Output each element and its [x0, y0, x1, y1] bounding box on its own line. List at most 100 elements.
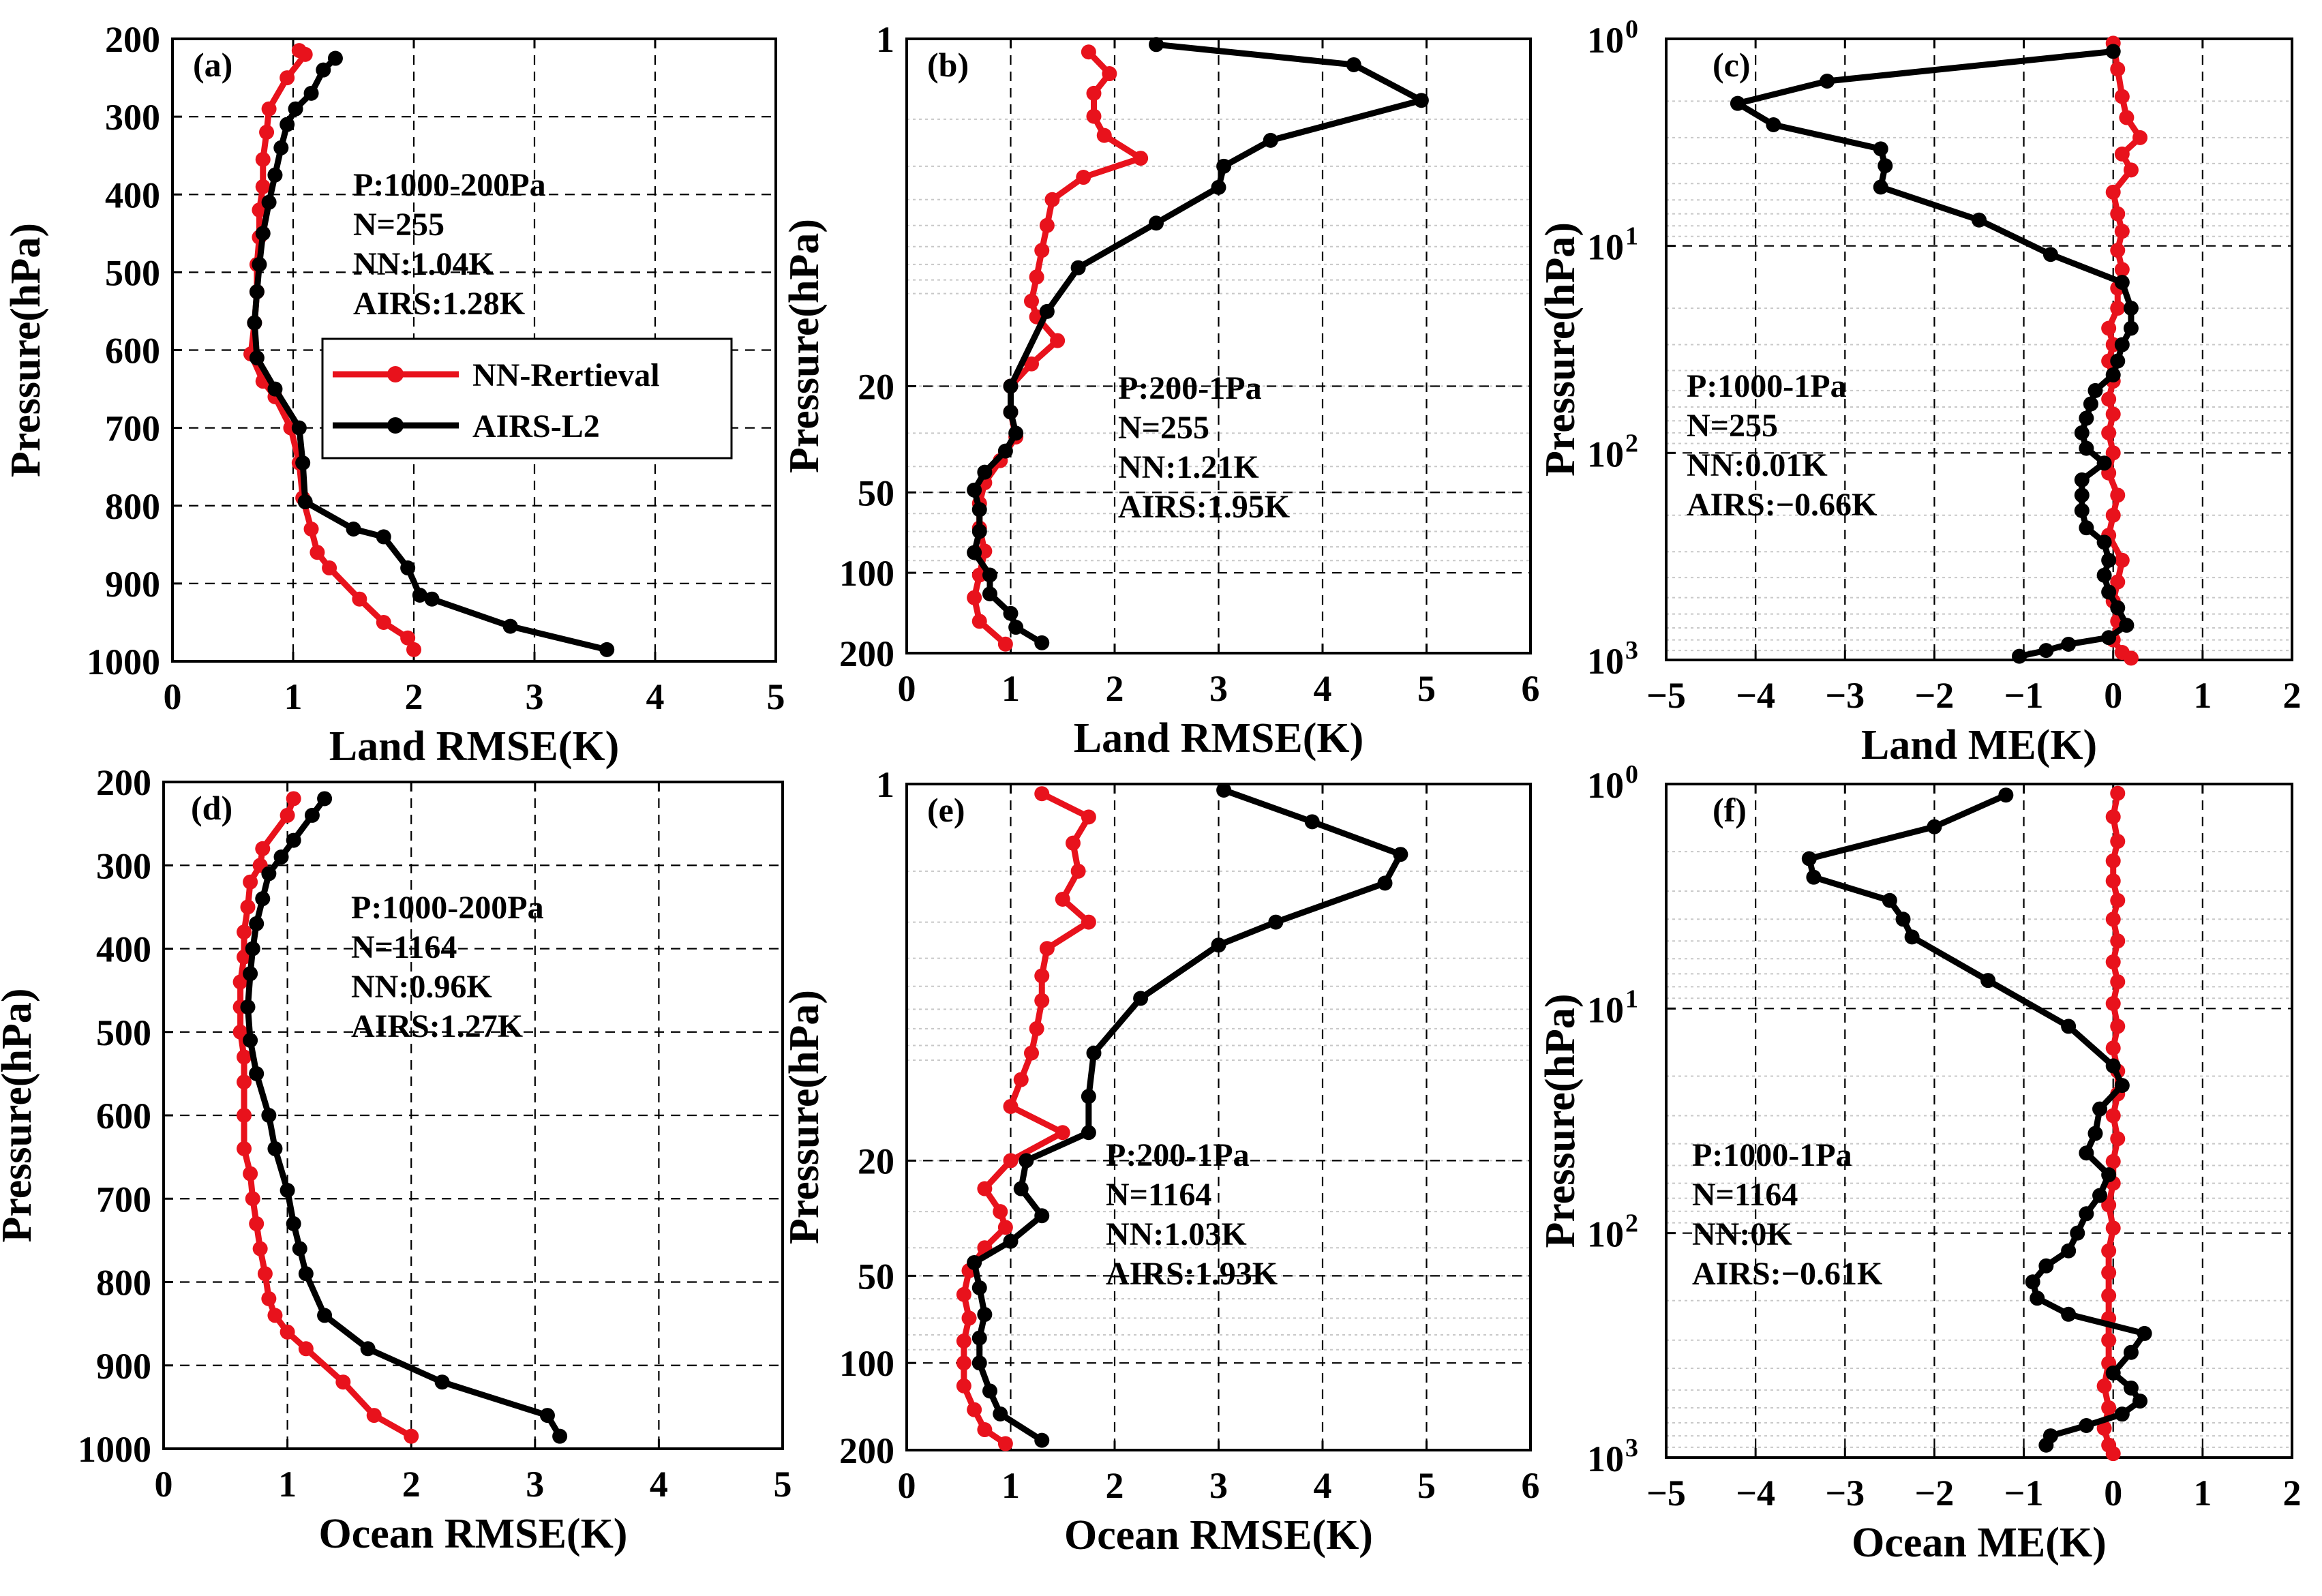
nn-retrieval-point [997, 636, 1013, 652]
airs-l2-point [2070, 1225, 2085, 1241]
y-axis-title: Pressure(hPa) [0, 988, 40, 1242]
x-tick-label: 4 [646, 676, 665, 717]
airs-l2-point [1806, 869, 1822, 885]
airs-l2-point [2123, 1344, 2139, 1360]
y-tick-label: 1000 [87, 642, 160, 682]
airs-l2-point [2087, 382, 2103, 398]
airs-l2-point [304, 807, 320, 823]
nn-retrieval-point [310, 545, 325, 560]
airs-l2-point [2083, 396, 2098, 412]
airs-l2-point [2119, 618, 2135, 633]
y-tick-label: 50 [858, 472, 894, 513]
nn-retrieval-point [245, 1191, 260, 1207]
panel-label: (a) [193, 46, 232, 84]
nn-retrieval-point [2110, 892, 2126, 908]
nn-retrieval-point [956, 1355, 971, 1371]
panel-d: 0 1 2 3 4 5 200 300 400 500 600 700 800 900 1000 Ocean … [0, 762, 792, 1557]
nn-retrieval-point [956, 1378, 971, 1394]
airs-l2-point [2079, 410, 2094, 426]
y-tick-label: 800 [96, 1263, 151, 1304]
nn-retrieval-point [255, 841, 271, 856]
x-tick-label: −3 [1825, 1473, 1865, 1514]
airs-l2-point [1013, 1181, 1029, 1196]
airs-l2-point [1216, 158, 1232, 174]
airs-l2-point [286, 832, 301, 848]
stats-line: N=1164 [351, 929, 457, 965]
airs-l2-point [412, 587, 427, 603]
nn-retrieval-point [2110, 834, 2126, 849]
airs-l2-point [1873, 141, 1888, 157]
x-tick-label: 5 [1417, 1465, 1436, 1506]
stats-line: N=255 [1118, 410, 1209, 446]
airs-l2-point [1081, 1125, 1096, 1141]
airs-l2-point [1980, 973, 1996, 989]
nn-retrieval-point [257, 1266, 273, 1282]
airs-l2-point [291, 420, 307, 436]
nn-retrieval-point [2110, 785, 2126, 801]
airs-l2-point [552, 1428, 568, 1444]
airs-l2-point [1003, 378, 1019, 394]
airs-l2-point [1034, 1432, 1050, 1448]
airs-l2-point [327, 50, 343, 66]
airs-l2-point [2038, 1258, 2054, 1274]
airs-l2-point [1972, 212, 1987, 228]
airs-l2-point [1730, 95, 1745, 111]
airs-l2-point [297, 494, 313, 510]
x-tick-label: 0 [2104, 675, 2122, 716]
stats-line: P:1000-1Pa [1692, 1137, 1852, 1173]
airs-l2-point [2123, 301, 2139, 316]
airs-l2-point [1766, 117, 1781, 133]
nn-retrieval-point [1086, 108, 1102, 124]
airs-l2-point [2061, 637, 2077, 652]
y-tick-exponent: 2 [1625, 429, 1638, 457]
nn-retrieval-point [255, 179, 271, 194]
nn-retrieval-point [1070, 863, 1086, 879]
nn-retrieval-point [1039, 217, 1055, 233]
nn-retrieval-point [971, 614, 987, 629]
airs-l2-point [267, 167, 283, 183]
panel-label: (e) [927, 791, 965, 829]
x-tick-label: 6 [1522, 1465, 1540, 1506]
nn-retrieval-point [1076, 170, 1091, 185]
airs-l2-point [2101, 1167, 2117, 1183]
nn-retrieval-point [2114, 146, 2130, 162]
x-tick-label: 2 [2283, 675, 2302, 716]
x-tick-label: 3 [1209, 1465, 1228, 1506]
nn-retrieval-point [2114, 262, 2130, 277]
x-tick-label: 5 [1417, 668, 1436, 709]
x-tick-label: 2 [2283, 1473, 2302, 1514]
y-tick-exponent: 0 [1625, 760, 1638, 789]
x-tick-label: 1 [1001, 1465, 1020, 1506]
airs-l2-point [2074, 472, 2090, 487]
nn-retrieval-point [1081, 809, 1096, 825]
nn-retrieval-point [1096, 127, 1112, 143]
airs-l2-point [2074, 487, 2090, 503]
nn-retrieval-point [237, 1108, 252, 1123]
airs-l2-point [971, 1280, 987, 1295]
airs-l2-point [2079, 1206, 2094, 1222]
stats-line: AIRS:1.95K [1118, 489, 1290, 525]
y-tick-label: 10 [1587, 641, 1624, 682]
nn-retrieval-point [1050, 333, 1066, 348]
nn-retrieval-point [1044, 192, 1060, 207]
nn-retrieval-point [1029, 269, 1044, 285]
airs-l2-point [2030, 1291, 2045, 1306]
airs-l2-point [303, 85, 319, 101]
x-axis-title: Ocean RMSE(K) [1064, 1512, 1373, 1559]
airs-l2-point [376, 529, 391, 545]
y-tick-exponent: 3 [1625, 636, 1638, 665]
y-tick-label: 700 [105, 408, 160, 449]
legend: NN-Rertieval AIRS-L2 [321, 337, 733, 460]
nn-retrieval-point [249, 1216, 265, 1231]
airs-l2-point [286, 1216, 301, 1231]
panel-label: (f) [1713, 791, 1747, 829]
nn-retrieval-point [956, 1286, 971, 1302]
x-tick-label: 0 [2104, 1473, 2122, 1514]
x-tick-label: 1 [2193, 675, 2212, 716]
nn-retrieval-point [2105, 995, 2121, 1011]
nn-retrieval-point [280, 70, 295, 86]
airs-l2-line [1806, 792, 2148, 1449]
nn-retrieval-point [1081, 914, 1096, 930]
stats-line: AIRS:1.28K [353, 286, 525, 322]
